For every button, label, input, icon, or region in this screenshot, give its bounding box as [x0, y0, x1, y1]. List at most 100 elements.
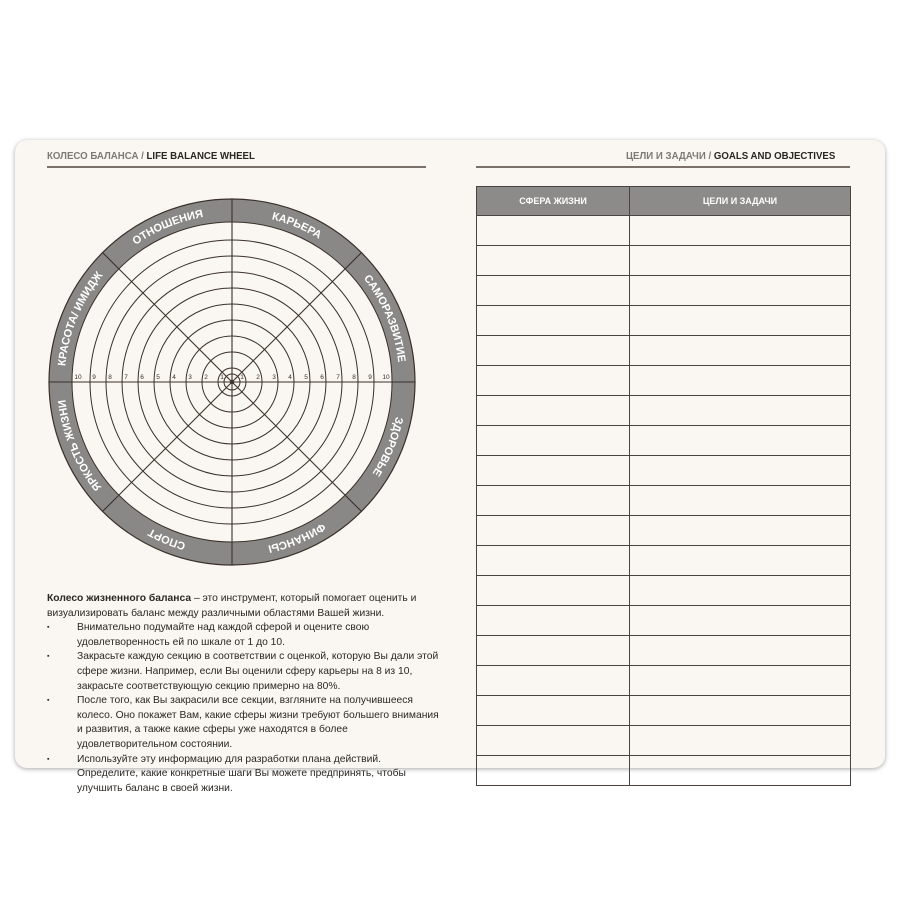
table-row	[476, 335, 851, 366]
header-en: GOALS AND OBJECTIVES	[713, 150, 836, 162]
goals-cell[interactable]	[629, 305, 851, 336]
scale-label: 5	[304, 374, 308, 381]
table-row	[476, 305, 851, 336]
spoke	[231, 252, 362, 383]
goals-cell[interactable]	[629, 575, 851, 606]
sphere-cell[interactable]	[476, 365, 630, 396]
table-row	[476, 275, 851, 306]
goals-cell[interactable]	[629, 365, 851, 396]
scale-label: 4	[288, 374, 292, 381]
scale-label: 5	[156, 374, 160, 381]
scale-label: 3	[188, 374, 192, 381]
intro: Колесо жизненного баланса – это инструме…	[47, 592, 442, 621]
scale-label: 6	[140, 374, 144, 381]
instructions: Колесо жизненного баланса – это инструме…	[47, 592, 442, 796]
goals-cell[interactable]	[629, 245, 851, 276]
table-row	[476, 635, 851, 666]
table-row	[476, 755, 851, 786]
spoke	[102, 252, 233, 383]
scale-label: 10	[382, 374, 390, 381]
scale-label: 6	[320, 374, 324, 381]
sphere-cell[interactable]	[476, 605, 630, 636]
table-row	[476, 425, 851, 456]
scale-label: 8	[108, 374, 112, 381]
goals-cell[interactable]	[629, 725, 851, 756]
goals-cell[interactable]	[629, 455, 851, 486]
table-row	[476, 365, 851, 396]
table-row	[476, 695, 851, 726]
sphere-cell[interactable]	[476, 545, 630, 576]
goals-cell[interactable]	[629, 335, 851, 366]
goals-cell[interactable]	[629, 425, 851, 456]
scale-label: 4	[172, 374, 176, 381]
sphere-cell[interactable]	[476, 215, 630, 246]
sphere-cell[interactable]	[476, 515, 630, 546]
table-row	[476, 215, 851, 246]
spoke	[102, 381, 233, 512]
scale-label: 1	[240, 374, 244, 381]
right-header-divider	[476, 166, 850, 168]
instruction-list: Внимательно подумайте над каждой сферой …	[47, 621, 442, 796]
sphere-cell[interactable]	[476, 485, 630, 516]
column-header-sphere: СФЕРА ЖИЗНИ	[476, 186, 630, 216]
goals-cell[interactable]	[629, 635, 851, 666]
goals-cell[interactable]	[629, 515, 851, 546]
goals-cell[interactable]	[629, 275, 851, 306]
sphere-cell[interactable]	[476, 275, 630, 306]
life-balance-wheel: 11 22 33 44 55 66 77 88 99 1010КАРЬЕРАСАМОРАЗВИТИ…	[48, 198, 416, 566]
table-row	[476, 485, 851, 516]
header-en: LIFE BALANCE WHEEL	[146, 150, 255, 162]
center-dot	[230, 380, 234, 384]
table-row	[476, 545, 851, 576]
sphere-cell[interactable]	[476, 575, 630, 606]
column-header-goals: ЦЕЛИ И ЗАДАЧИ	[629, 186, 851, 216]
scale-label: 7	[124, 374, 128, 381]
goals-cell[interactable]	[629, 665, 851, 696]
scale-label: 3	[272, 374, 276, 381]
intro-text: – это инструмент, который помогает оцени…	[47, 593, 417, 619]
header-ru: КОЛЕСО БАЛАНСА /	[47, 150, 144, 162]
sphere-cell[interactable]	[476, 395, 630, 426]
instruction-item: Внимательно подумайте над каждой сферой …	[47, 621, 442, 650]
sphere-cell[interactable]	[476, 245, 630, 276]
sphere-cell[interactable]	[476, 335, 630, 366]
spoke	[231, 381, 362, 512]
table-row	[476, 575, 851, 606]
table-row	[476, 725, 851, 756]
intro-bold: Колесо жизненного баланса	[47, 593, 192, 604]
scale-label: 9	[92, 374, 96, 381]
sphere-cell[interactable]	[476, 305, 630, 336]
table-row	[476, 515, 851, 546]
sphere-cell[interactable]	[476, 425, 630, 456]
instruction-item: Закрасьте каждую секцию в соответствии с…	[47, 650, 442, 694]
goals-cell[interactable]	[629, 755, 851, 786]
goals-cell[interactable]	[629, 695, 851, 726]
table-row	[476, 605, 851, 636]
left-page-header: КОЛЕСО БАЛАНСА / LIFE BALANCE WHEEL	[47, 150, 255, 162]
goals-table: СФЕРА ЖИЗНИ ЦЕЛИ И ЗАДАЧИ	[476, 186, 851, 786]
scale-label: 8	[352, 374, 356, 381]
scale-label: 9	[368, 374, 372, 381]
scale-label: 2	[204, 374, 208, 381]
goals-cell[interactable]	[629, 605, 851, 636]
scale-label: 10	[74, 374, 82, 381]
sphere-cell[interactable]	[476, 635, 630, 666]
right-page-header: ЦЕЛИ И ЗАДАЧИ / GOALS AND OBJECTIVES	[626, 150, 835, 162]
instruction-item: Используйте эту информацию для разработк…	[47, 753, 442, 797]
table-row	[476, 245, 851, 276]
goals-cell[interactable]	[629, 545, 851, 576]
table-row	[476, 665, 851, 696]
sphere-cell[interactable]	[476, 695, 630, 726]
scale-label: 2	[256, 374, 260, 381]
sphere-cell[interactable]	[476, 725, 630, 756]
sphere-cell[interactable]	[476, 755, 630, 786]
goals-cell[interactable]	[629, 395, 851, 426]
goals-cell[interactable]	[629, 485, 851, 516]
header-ru: ЦЕЛИ И ЗАДАЧИ /	[626, 150, 712, 162]
sphere-cell[interactable]	[476, 665, 630, 696]
table-row	[476, 395, 851, 426]
table-row	[476, 455, 851, 486]
scale-label: 7	[336, 374, 340, 381]
sphere-cell[interactable]	[476, 455, 630, 486]
goals-cell[interactable]	[629, 215, 851, 246]
